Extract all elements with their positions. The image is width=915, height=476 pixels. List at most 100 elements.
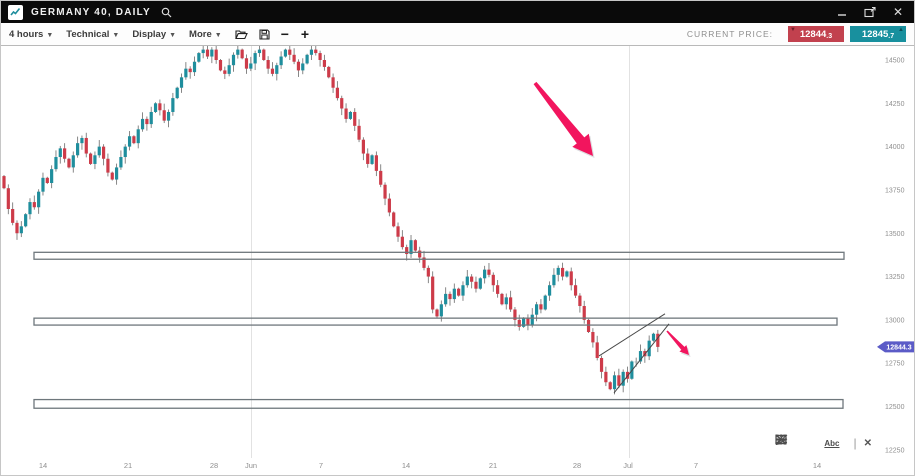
price-axis-label: 14000 xyxy=(885,144,905,151)
candle-body xyxy=(552,274,556,286)
more-dropdown[interactable]: More ▼ xyxy=(189,29,222,40)
candle-body xyxy=(262,49,266,60)
title-bar: GERMANY 40, DAILY ✕ xyxy=(1,1,914,23)
candle-body xyxy=(374,155,378,171)
candle-body xyxy=(379,170,383,185)
candle-body xyxy=(184,68,188,78)
technical-label: Technical xyxy=(66,28,110,40)
chevron-down-icon: ▼ xyxy=(112,31,120,39)
zoom-in-button[interactable]: + xyxy=(300,26,310,42)
technical-dropdown[interactable]: Technical ▼ xyxy=(66,29,119,40)
candle-body xyxy=(80,137,84,144)
candle-body xyxy=(487,269,491,275)
window-title: GERMANY 40, DAILY xyxy=(31,6,151,18)
candle-body xyxy=(405,247,409,255)
candle-body xyxy=(11,208,15,223)
support-resistance-box[interactable] xyxy=(33,317,838,326)
sell-price-badge[interactable]: ▼ 12844.3 xyxy=(788,26,844,42)
candle-body xyxy=(197,53,201,62)
trend-line[interactable] xyxy=(613,323,670,394)
candle-body xyxy=(76,143,80,156)
candle-body xyxy=(2,176,6,189)
popout-button[interactable] xyxy=(864,6,876,18)
candle-body xyxy=(54,157,58,170)
candle-body xyxy=(366,153,370,164)
candle-body xyxy=(465,276,469,286)
date-axis-label: 7 xyxy=(694,461,698,470)
candle-body xyxy=(617,375,621,386)
display-label: Display xyxy=(132,28,167,40)
candle-body xyxy=(283,49,288,57)
candle-body xyxy=(19,226,23,234)
minimize-button[interactable] xyxy=(837,7,847,17)
candle-body xyxy=(93,155,97,164)
candle-body xyxy=(400,236,404,248)
candle-body xyxy=(353,111,357,126)
candle-body xyxy=(15,222,19,234)
candle-body xyxy=(504,297,508,305)
chart-area[interactable]: 14500 14250 14000 13750 13500 13250 13000 12750… xyxy=(1,46,915,476)
candle-body xyxy=(452,288,456,300)
support-resistance-box[interactable] xyxy=(33,398,844,409)
candle-body xyxy=(621,371,625,386)
close-drawing-toolbar-icon[interactable]: ✕ xyxy=(863,437,872,449)
close-button[interactable]: ✕ xyxy=(892,5,903,19)
candle-body xyxy=(288,49,292,55)
zoom-out-button[interactable]: − xyxy=(280,26,289,42)
candle-body xyxy=(509,297,513,310)
date-axis-label: 7 xyxy=(319,461,323,470)
toolbar-divider: | xyxy=(853,436,857,450)
candle-body xyxy=(560,267,565,277)
candle-body xyxy=(604,371,608,383)
price-axis-label: 14500 xyxy=(885,58,905,65)
timeframe-dropdown[interactable]: 4 hours ▼ xyxy=(9,29,53,40)
save-icon[interactable] xyxy=(259,28,270,40)
annotation-arrow[interactable] xyxy=(527,76,601,162)
date-axis-label: Jun xyxy=(245,461,257,470)
search-icon[interactable] xyxy=(161,7,172,18)
candle-body xyxy=(387,198,391,213)
candle-body xyxy=(6,188,10,209)
candle-body xyxy=(223,70,227,74)
candle-body xyxy=(218,60,223,71)
candle-body xyxy=(595,342,599,358)
candle-body xyxy=(132,136,136,144)
candle-body xyxy=(638,351,643,362)
candle-body xyxy=(435,309,439,317)
candle-body xyxy=(457,288,461,296)
trend-line[interactable] xyxy=(598,313,666,357)
candle-body xyxy=(591,332,595,343)
current-price-tag-label: 12844.3 xyxy=(886,344,911,351)
candle-body xyxy=(32,202,36,208)
annotation-arrow[interactable] xyxy=(664,328,693,358)
candle-body xyxy=(24,214,28,227)
candle-body xyxy=(231,54,236,66)
support-resistance-box[interactable] xyxy=(33,251,845,260)
candle-body xyxy=(483,269,487,279)
candle-body xyxy=(227,65,231,74)
open-folder-icon[interactable] xyxy=(234,29,248,40)
date-axis-label: 21 xyxy=(489,461,497,470)
candle-body xyxy=(244,58,249,69)
candle-body xyxy=(136,129,140,144)
candle-body xyxy=(539,304,543,310)
candle-body xyxy=(270,68,275,74)
candle-body xyxy=(431,276,435,310)
display-dropdown[interactable]: Display ▼ xyxy=(132,29,176,40)
candle-body xyxy=(162,110,166,121)
candle-body xyxy=(127,136,132,147)
date-axis-label: Jul xyxy=(623,461,633,470)
buy-price-badge[interactable]: 12845.7 ▲ xyxy=(850,26,906,42)
candle-body xyxy=(322,60,327,67)
candle-body xyxy=(413,240,417,251)
date-axis-label: 14 xyxy=(39,461,47,470)
candle-body xyxy=(249,63,253,69)
candle-body xyxy=(292,54,296,62)
candle-body xyxy=(335,87,340,99)
candlestick-chart[interactable]: 14500 14250 14000 13750 13500 13250 13000 12750… xyxy=(1,46,915,476)
date-axis-label: 28 xyxy=(573,461,581,470)
text-tool-icon[interactable]: Abc xyxy=(824,438,840,448)
candle-body xyxy=(158,103,162,111)
candle-body xyxy=(582,306,586,320)
candle-body xyxy=(28,202,32,215)
